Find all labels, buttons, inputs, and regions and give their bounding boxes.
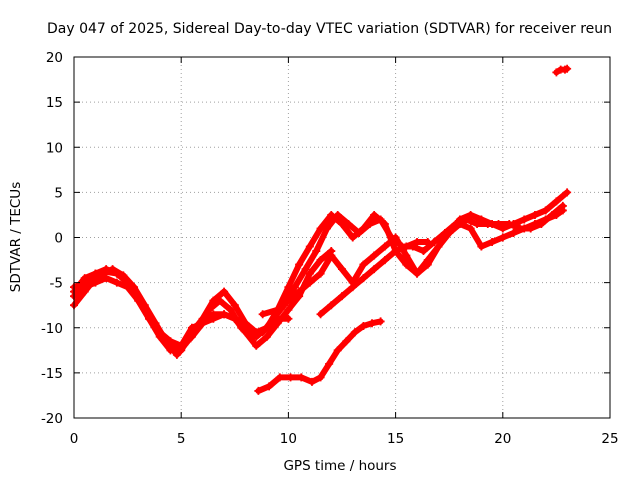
x-axis-ticks: 0 5 10 15 20 25 xyxy=(70,57,619,447)
x-tick-label: 5 xyxy=(177,431,186,447)
data-point-cluster xyxy=(317,252,335,277)
y-axis-label: SDTVAR / TECUs xyxy=(8,182,24,292)
data-point-cluster xyxy=(381,220,399,255)
data-point-cluster xyxy=(349,261,367,286)
data-point xyxy=(563,64,572,73)
data-series-8 xyxy=(552,64,572,77)
data-point-cluster xyxy=(467,225,485,250)
y-tick-label: -5 xyxy=(50,276,63,292)
data-point-cluster xyxy=(553,189,571,205)
data-point-cluster xyxy=(135,297,153,322)
plot-points xyxy=(70,64,572,395)
y-tick-label: 0 xyxy=(54,231,63,247)
grid xyxy=(74,57,610,418)
data-series-7 xyxy=(316,238,432,319)
data-point xyxy=(376,317,385,326)
data-series-4 xyxy=(70,265,293,350)
x-tick-label: 10 xyxy=(280,431,297,447)
data-series-6 xyxy=(254,317,385,395)
data-point-cluster xyxy=(285,261,303,291)
data-point-cluster xyxy=(291,266,309,291)
y-tick-label: 20 xyxy=(46,50,63,66)
x-tick-label: 0 xyxy=(70,431,79,447)
data-point-cluster xyxy=(124,279,142,304)
x-tick-label: 20 xyxy=(494,431,511,447)
data-point-cluster xyxy=(306,225,324,250)
data-point xyxy=(558,206,567,215)
data-point-cluster xyxy=(424,243,442,268)
y-tick-label: -10 xyxy=(41,321,63,337)
data-point-cluster xyxy=(302,248,320,273)
y-tick-label: -15 xyxy=(41,366,63,382)
x-tick-label: 25 xyxy=(601,431,618,447)
x-axis-label: GPS time / hours xyxy=(283,458,396,474)
y-tick-label: 5 xyxy=(54,185,63,201)
data-point-cluster xyxy=(296,243,313,268)
y-tick-label: 10 xyxy=(46,140,63,156)
data-point-cluster xyxy=(403,252,421,277)
data-point-cluster xyxy=(317,248,335,264)
data-point xyxy=(423,238,432,247)
y-axis-ticks: 20 15 10 5 0 -5 -10 -15 -20 xyxy=(41,50,610,427)
data-point-cluster xyxy=(199,297,217,322)
data-point xyxy=(563,188,572,197)
data-point xyxy=(284,314,293,323)
data-series-3 xyxy=(70,247,336,355)
chart-title: Day 047 of 2025, Sidereal Day-to-day VTE… xyxy=(47,21,612,37)
y-tick-label: -20 xyxy=(41,411,63,427)
data-point-cluster xyxy=(313,225,330,255)
x-tick-label: 15 xyxy=(387,431,404,447)
y-tick-label: 15 xyxy=(46,95,63,111)
